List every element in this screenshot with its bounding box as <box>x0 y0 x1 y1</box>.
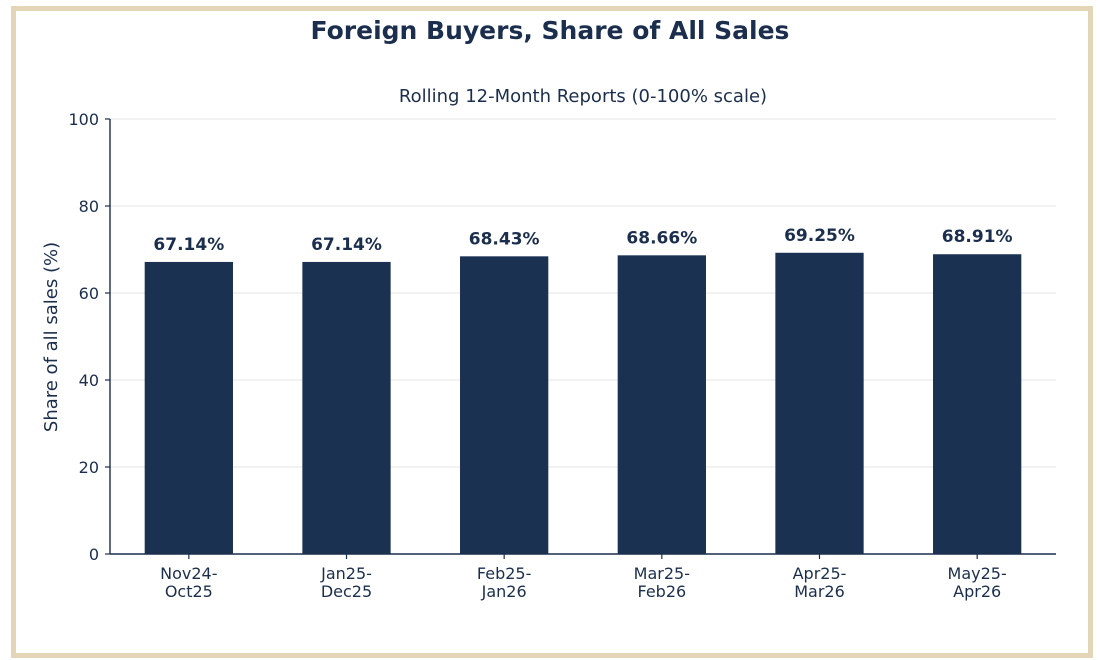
data-label: 69.25% <box>784 226 855 246</box>
y-tick-label: 40 <box>79 371 99 390</box>
y-tick-label: 0 <box>89 545 99 564</box>
y-tick-label: 80 <box>79 197 99 216</box>
data-label: 68.66% <box>626 228 697 248</box>
y-tick-label: 60 <box>79 284 99 303</box>
x-tick-label: Apr26 <box>953 582 1001 601</box>
bar <box>460 256 549 554</box>
data-label: 67.14% <box>311 235 382 255</box>
x-tick-label: Mar25- <box>634 564 690 583</box>
chart-title: Foreign Buyers, Share of All Sales <box>311 16 790 45</box>
data-label: 68.91% <box>942 227 1013 247</box>
bar <box>775 252 864 554</box>
labels: 0 20 40 60 80 100 67.14% Nov24-Oct25 67.14% Jan25… <box>68 110 1012 601</box>
x-tick-label: Feb26 <box>637 582 686 601</box>
x-tick-label: Feb25- <box>477 564 531 583</box>
data-label: 68.43% <box>469 229 540 249</box>
x-tick-label: Oct25 <box>165 582 213 601</box>
x-tick-label: Nov24- <box>160 564 217 583</box>
y-tick-label: 20 <box>79 458 99 477</box>
bar <box>617 255 706 555</box>
y-tick-label: 100 <box>68 110 99 129</box>
bars <box>144 252 1022 555</box>
y-axis-label: Share of all sales (%) <box>41 242 62 432</box>
data-label: 67.14% <box>153 235 224 255</box>
x-tick-label: Jan25- <box>320 564 372 583</box>
x-tick-label: May25- <box>948 564 1007 583</box>
bar <box>933 254 1022 554</box>
x-tick-label: Mar26 <box>794 582 845 601</box>
x-tick-label: Apr25- <box>793 564 847 583</box>
gridlines <box>110 118 1056 468</box>
bar <box>144 261 233 554</box>
x-tick-label: Dec25 <box>321 582 372 601</box>
axes <box>105 118 1056 559</box>
bar <box>302 261 391 554</box>
chart-subtitle: Rolling 12-Month Reports (0-100% scale) <box>399 86 767 107</box>
x-tick-label: Jan26 <box>481 582 527 601</box>
